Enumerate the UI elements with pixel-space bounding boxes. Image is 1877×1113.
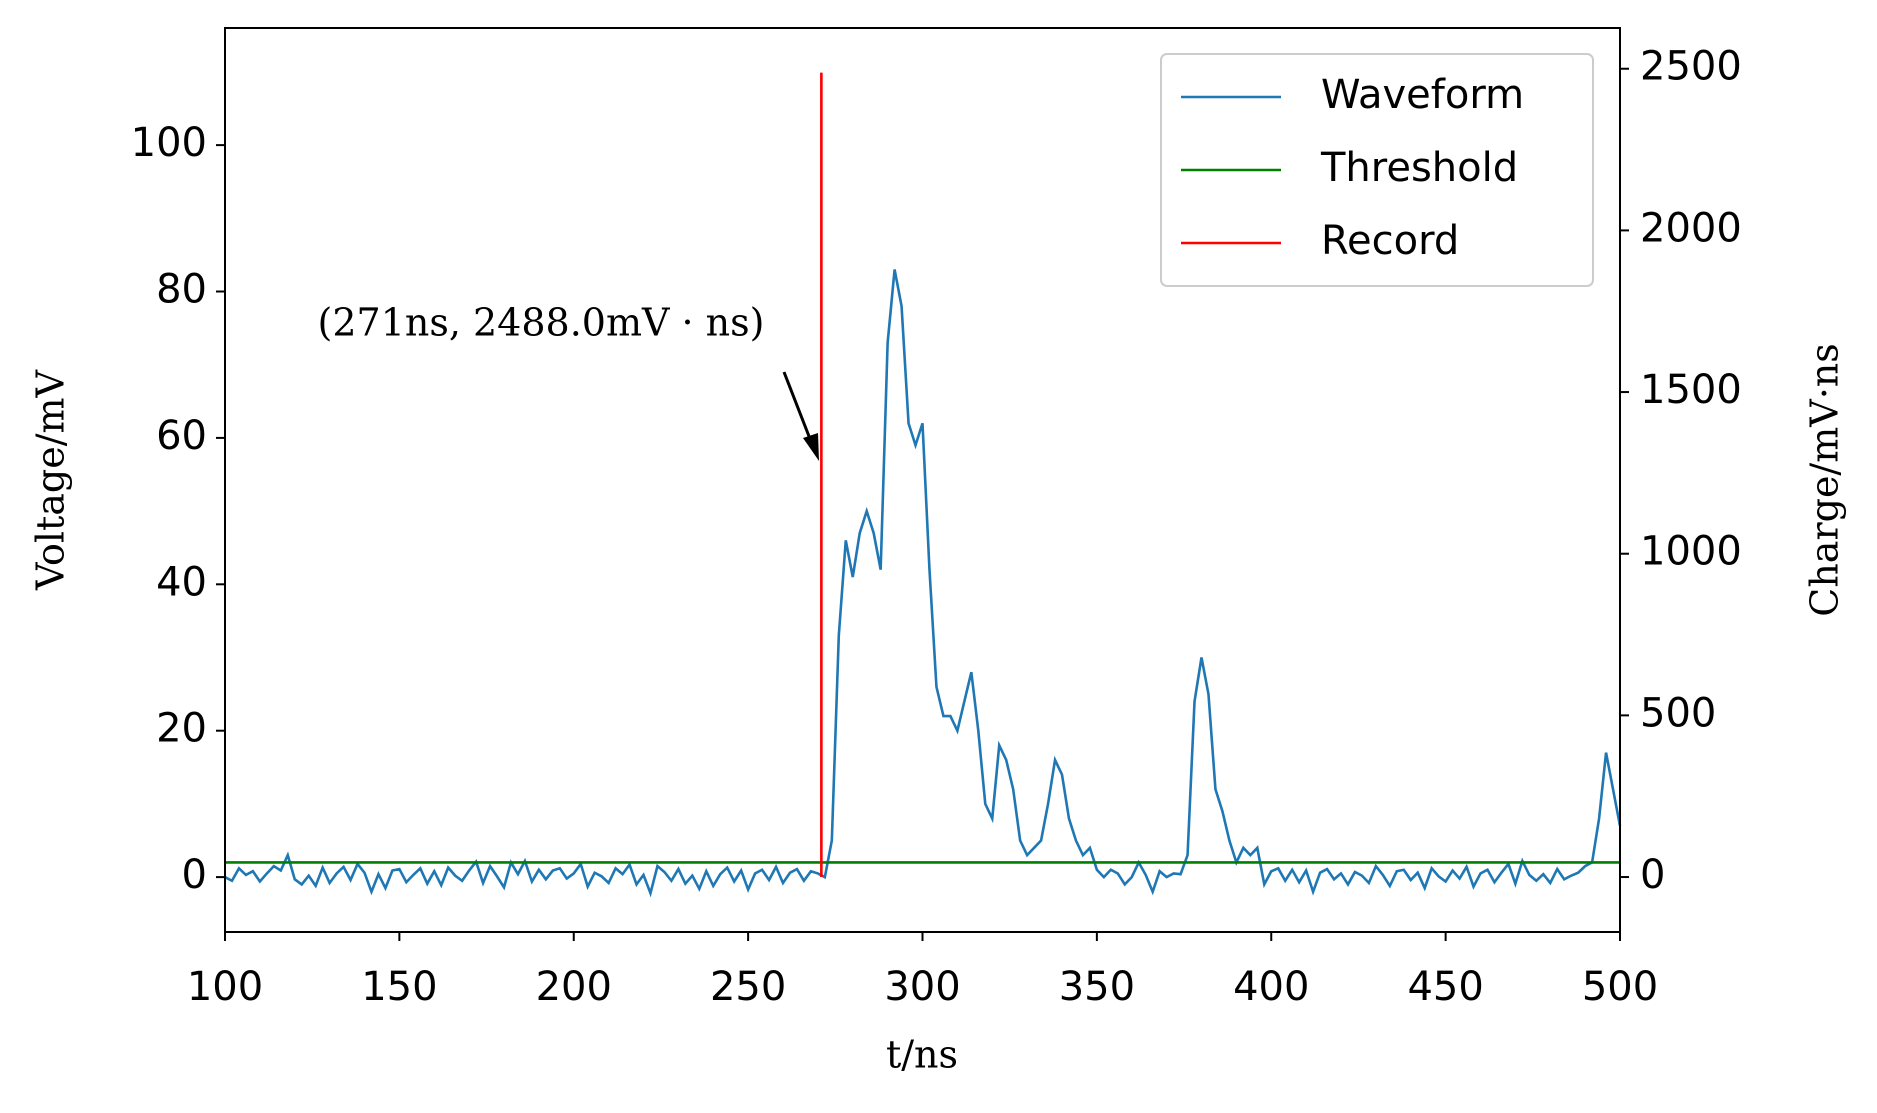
y2-tick-label: 1000	[1640, 529, 1742, 575]
y2-tick-label: 1500	[1640, 367, 1742, 413]
y-tick-label: 100	[131, 120, 207, 166]
legend-label: Waveform	[1321, 72, 1524, 118]
x-tick-label: 500	[1582, 964, 1658, 1010]
legend-label: Record	[1321, 218, 1459, 264]
y2-tick-label: 2000	[1640, 205, 1742, 251]
y2-tick-label: 2500	[1640, 44, 1742, 90]
annotation-arrow	[782, 371, 819, 461]
y-tick-label: 40	[156, 559, 207, 605]
x-tick-label: 350	[1059, 964, 1135, 1010]
x-tick-label: 200	[536, 964, 612, 1010]
x-tick-label: 150	[361, 964, 437, 1010]
y-tick-label: 60	[156, 413, 207, 459]
y-tick-label: 80	[156, 267, 207, 313]
y2-tick-label: 500	[1640, 690, 1716, 736]
legend-box	[1160, 53, 1594, 287]
x-tick-label: 450	[1407, 964, 1483, 1010]
x-tick-label: 250	[710, 964, 786, 1010]
annotation: (271ns, 2488.0mV · ns)	[318, 301, 765, 345]
y-tick-label: 20	[156, 706, 207, 752]
x-tick-label: 300	[884, 964, 960, 1010]
x-tick-label: 100	[187, 964, 263, 1010]
y2-axis-label: Charge/mV·ns	[1803, 343, 1847, 617]
y-axis-label: Voltage/mV	[29, 369, 73, 591]
y-tick-label: 0	[182, 852, 207, 898]
plot-frame	[224, 27, 1621, 933]
x-tick-label: 400	[1233, 964, 1309, 1010]
legend-label: Threshold	[1320, 145, 1518, 191]
series-line	[224, 269, 1622, 898]
x-axis-label: t/ns	[886, 1033, 958, 1077]
y2-tick-label: 0	[1640, 852, 1665, 898]
